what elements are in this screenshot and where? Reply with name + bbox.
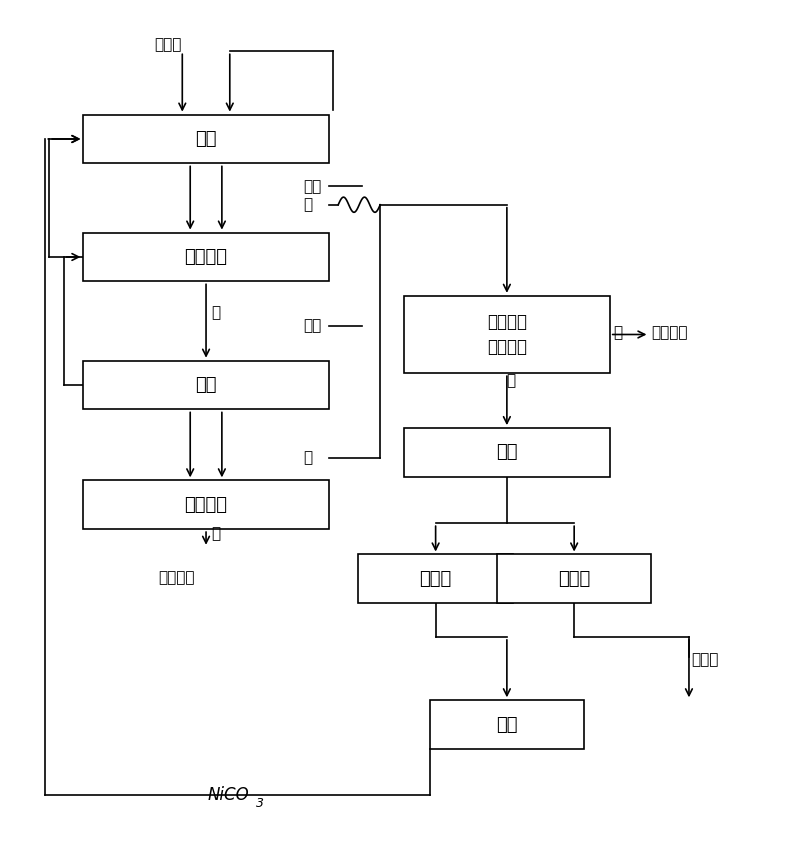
- Text: 氧气: 氧气: [303, 318, 322, 334]
- FancyBboxPatch shape: [404, 296, 610, 374]
- FancyBboxPatch shape: [497, 555, 651, 603]
- FancyBboxPatch shape: [358, 555, 513, 603]
- Text: 渣: 渣: [614, 325, 623, 340]
- Text: 硫化镍: 硫化镍: [154, 37, 182, 52]
- Text: 排除系统: 排除系统: [652, 325, 688, 340]
- Text: 阳极液: 阳极液: [558, 570, 590, 588]
- Text: 沉镍: 沉镍: [496, 716, 518, 734]
- Text: 电解镍: 电解镍: [419, 570, 452, 588]
- FancyBboxPatch shape: [83, 480, 329, 529]
- Text: 氧化中和
除钴、锌: 氧化中和 除钴、锌: [487, 313, 527, 356]
- Text: NiCO: NiCO: [208, 785, 250, 803]
- FancyBboxPatch shape: [83, 115, 329, 163]
- Text: 浆化: 浆化: [195, 130, 217, 148]
- Text: 排除系统: 排除系统: [158, 569, 195, 585]
- Text: 碳酸钠: 碳酸钠: [691, 652, 718, 667]
- FancyBboxPatch shape: [83, 361, 329, 409]
- Text: 氧气: 氧气: [303, 179, 322, 194]
- Text: 液: 液: [506, 374, 515, 388]
- Text: 液: 液: [303, 450, 313, 465]
- Text: 渣: 渣: [211, 526, 221, 541]
- Text: 电解: 电解: [496, 443, 518, 461]
- Text: 液: 液: [303, 197, 313, 212]
- Text: 常压浸出: 常压浸出: [185, 248, 227, 266]
- Text: 渣: 渣: [211, 305, 221, 320]
- Text: 浆化: 浆化: [195, 376, 217, 394]
- Text: 高压浸出: 高压浸出: [185, 496, 227, 514]
- Text: 3: 3: [256, 797, 264, 809]
- FancyBboxPatch shape: [83, 232, 329, 282]
- FancyBboxPatch shape: [404, 428, 610, 477]
- FancyBboxPatch shape: [430, 700, 584, 749]
